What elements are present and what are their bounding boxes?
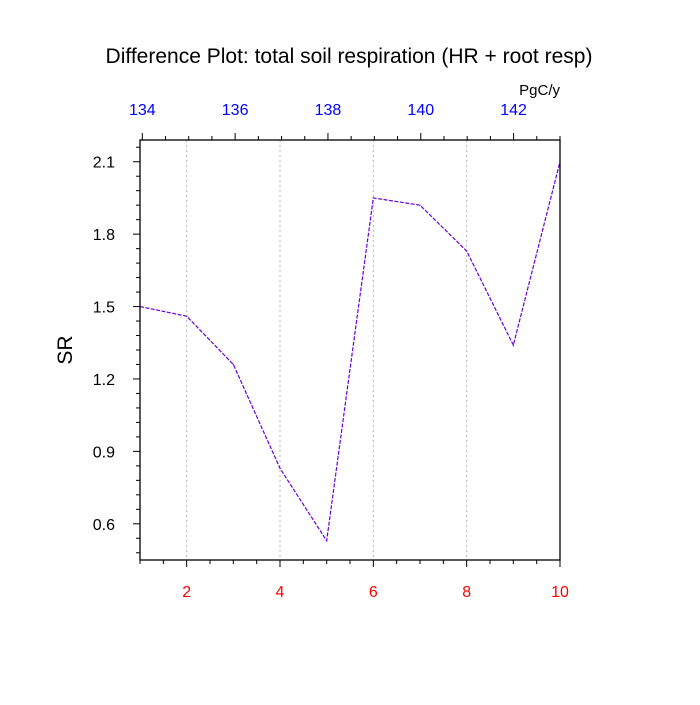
y-tick-label: 1.5 [93,300,115,317]
top-tick-label: 142 [500,102,527,119]
top-tick-label: 138 [315,102,342,119]
y-tick-label: 1.2 [93,372,115,389]
axis-layer [133,133,561,567]
data-point [279,467,281,469]
x-tick-label: 6 [369,584,378,601]
y-tick-label: 0.9 [93,444,115,461]
y-tick-label: 0.6 [93,517,115,534]
top-tick-label: 136 [222,102,249,119]
plot-frame [139,139,561,561]
series-line [139,161,561,543]
x-tick-label: 10 [551,584,569,601]
units-label: PgC/y [519,82,560,99]
data-point [326,540,328,542]
series-layer [139,161,561,543]
y-tick-label: 1.8 [93,227,115,244]
data-point [466,250,468,252]
data-point [419,204,421,206]
x-tick-label: 2 [182,584,191,601]
chart-title: Difference Plot: total soil respiration … [106,45,593,68]
data-point [512,344,514,346]
x-tick-label: 8 [462,584,471,601]
tick-label-layer: 2 4 6 8 10 0.6 0.9 1.2 1.5 1.8 2.1 134 136 138 140 142 [93,102,569,601]
top-tick-label: 134 [129,102,156,119]
data-point [186,315,188,317]
data-point [372,197,374,199]
top-tick-label: 140 [407,102,434,119]
grid-layer [186,140,468,560]
y-tick-label: 2.1 [93,155,115,172]
y-axis-label: SR [54,335,77,364]
data-point [232,363,234,366]
x-tick-label: 4 [276,584,285,601]
